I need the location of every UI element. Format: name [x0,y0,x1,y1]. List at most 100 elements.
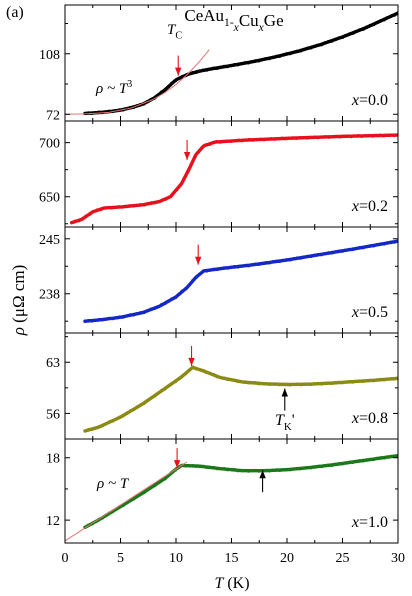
data-point [177,292,181,296]
data-point [91,210,96,214]
data-point [352,134,357,138]
data-point [305,382,310,386]
x-tick-label: 20 [280,551,294,566]
data-point [274,54,278,58]
data-point [208,371,212,376]
data-point [262,138,266,142]
data-point [302,255,306,259]
data-point [389,454,393,458]
fit-label-t-part: ρ ~ [96,476,120,492]
data-point [312,44,317,48]
data-point [95,208,99,212]
data-point [281,468,285,472]
data-point [90,427,94,432]
panel-frame [64,332,399,440]
data-point [93,426,98,430]
data-point [149,307,153,311]
data-point [372,457,376,462]
data-point [389,14,393,18]
data-point [291,136,295,140]
data-point [102,206,106,210]
data-point [186,170,190,174]
data-point [347,247,351,252]
data-point [250,263,254,267]
data-point [385,455,390,459]
data-point [385,15,390,20]
data-point [330,39,334,43]
panel-data-group [83,365,398,433]
data-point [219,65,223,69]
data-point [264,381,268,386]
data-point [117,205,121,209]
data-point [177,76,181,80]
panel-x02: 650 700 x=0.2 [39,120,399,228]
data-point [285,382,289,386]
fit-label-t-part: T [120,476,130,492]
data-point [319,253,324,257]
data-point [379,377,383,382]
data-point [225,266,230,270]
x-axis: 0 5 10 15 20 25 30 T (K) [62,551,406,592]
data-point [118,315,122,319]
data-point [135,405,139,409]
composition-label-x02-part: x [351,198,359,215]
data-point [180,74,184,79]
data-point [215,140,219,144]
data-point [337,36,341,40]
figure-title-part: x [233,21,240,34]
data-point [316,43,320,47]
data-point [244,138,248,142]
data-point [247,138,251,142]
data-point [163,301,167,306]
data-point [392,133,396,138]
data-point [135,312,139,316]
data-point [100,318,104,322]
data-point [385,133,389,137]
data-point [374,133,378,137]
tc-arrow-x0-head [175,67,182,76]
data-point [205,269,209,273]
data-point [229,63,233,68]
data-point [285,258,289,262]
data-point [382,18,386,22]
data-point [187,283,191,287]
data-point [191,278,195,283]
data-point [191,71,195,75]
x-axis-title-part: T [214,575,224,592]
data-point [149,485,153,489]
data-point [132,497,136,501]
data-point [135,203,139,207]
tk-label-part: T [275,412,285,429]
data-point [207,142,212,146]
data-point [159,478,164,483]
data-point [236,265,240,269]
x-tick-label: 15 [225,551,239,566]
data-point [128,204,132,208]
data-point [312,382,317,386]
data-point [239,380,244,384]
composition-label-x05-part: x [351,304,359,321]
data-point [83,319,87,323]
data-point [351,247,355,252]
data-point [201,368,205,373]
data-point [274,468,278,472]
x-tick-label: 0 [62,551,69,566]
data-point [267,382,271,386]
data-point [257,382,261,386]
data-point [146,202,150,206]
data-point [316,464,320,468]
data-point [215,66,219,70]
data-point [361,379,365,383]
data-point [246,381,251,385]
data-point [208,268,212,272]
data-series-x02 [69,133,398,225]
x-axis-title-part: (K) [223,575,249,592]
data-point [173,296,178,300]
data-point [128,313,132,317]
composition-label-x0: x=0.0 [351,92,388,109]
composition-label-x10-part: x [351,514,359,531]
data-point [121,414,125,418]
data-point [351,460,355,465]
data-point [163,88,167,92]
data-point [212,465,216,470]
